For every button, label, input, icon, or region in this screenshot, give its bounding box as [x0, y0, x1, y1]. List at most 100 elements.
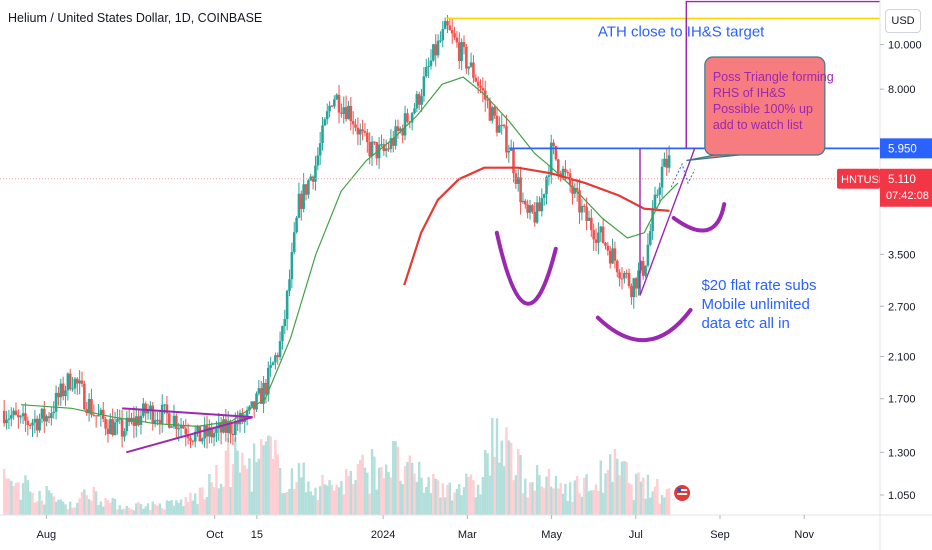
current-price-label-bg	[880, 168, 932, 207]
candle-body	[422, 76, 426, 97]
candle-body	[118, 418, 122, 420]
candle-body	[375, 142, 379, 159]
volume-bar	[644, 498, 647, 515]
volume-bar	[498, 462, 501, 515]
volume-bar	[219, 483, 223, 515]
x-tick-label: Aug	[37, 529, 57, 541]
volume-bar	[142, 508, 145, 515]
volume-bar	[507, 440, 510, 515]
volume-bar	[59, 499, 62, 515]
candle-body	[528, 205, 532, 213]
candle-body	[57, 392, 60, 398]
volume-bar	[526, 497, 529, 515]
volume-bar	[387, 472, 390, 515]
volume-bar	[552, 488, 555, 515]
candle-body	[109, 419, 112, 435]
candle-body	[561, 168, 565, 178]
candle-body	[403, 113, 407, 136]
candle-body	[505, 126, 508, 153]
candle-body	[99, 409, 103, 415]
candle-body	[106, 428, 110, 435]
countdown-label: 07:42:08	[886, 190, 929, 202]
candle-body	[212, 433, 216, 438]
y-tick-label: 3.500	[888, 249, 916, 261]
volume-bar	[260, 439, 263, 515]
candle-body	[634, 278, 638, 289]
candle-body	[245, 410, 249, 417]
x-tick-label: Sep	[710, 529, 730, 541]
candle-body	[637, 270, 640, 289]
candle-body	[90, 398, 93, 415]
volume-bar	[311, 495, 315, 515]
candle-body	[21, 413, 25, 417]
volume-bar	[172, 505, 176, 515]
volume-bar	[535, 465, 539, 515]
candle-body	[87, 398, 91, 414]
candle-body	[507, 150, 511, 153]
candle-body	[276, 355, 280, 358]
volume-bar	[179, 499, 183, 515]
volume-bar	[198, 487, 202, 515]
candle-body	[158, 419, 162, 425]
volume-bar	[575, 476, 579, 515]
volume-bar	[415, 481, 419, 515]
volume-bar	[347, 475, 350, 515]
candle-body	[653, 194, 657, 209]
volume-bar	[290, 468, 294, 515]
candle-body	[7, 418, 11, 420]
volume-bar	[276, 454, 279, 515]
candle-body	[580, 205, 584, 213]
volume-bar	[5, 478, 8, 515]
volume-bar	[618, 475, 621, 515]
candle-body	[219, 422, 223, 433]
volume-bar	[257, 458, 261, 515]
volume-bar	[83, 489, 86, 515]
candle-body	[415, 94, 419, 109]
candle-body	[373, 141, 376, 143]
candle-body	[613, 248, 617, 261]
candle-body	[450, 30, 454, 34]
callout-line: add to watch list	[713, 118, 803, 132]
volume-bar	[135, 503, 138, 515]
currency-selector[interactable]: USD	[885, 9, 921, 33]
candle-body	[540, 197, 544, 212]
volume-bar	[28, 491, 32, 515]
candle-body	[259, 388, 263, 404]
volume-bar	[495, 418, 499, 515]
candle-body	[236, 420, 239, 425]
candle-body	[71, 388, 74, 390]
candle-body	[40, 408, 44, 419]
volume-bar	[210, 482, 213, 515]
candle-body	[297, 193, 301, 218]
volume-bar	[413, 473, 416, 515]
candle-body	[24, 413, 27, 421]
candle-body	[125, 417, 129, 432]
volume-bar	[547, 468, 551, 515]
candle-body	[432, 44, 435, 61]
volume-bar	[583, 477, 586, 515]
volume-bar	[616, 458, 619, 515]
volume-bar	[71, 507, 74, 515]
candle-body	[545, 176, 548, 195]
candle-body	[54, 392, 58, 412]
volume-bar	[337, 487, 341, 515]
candle-body	[12, 410, 15, 416]
volume-bar	[45, 485, 48, 515]
volume-bar	[278, 467, 282, 515]
candle-body	[59, 383, 63, 398]
candle-body	[264, 382, 268, 395]
candle-body	[356, 127, 360, 135]
note-line: $20 flat rate subs	[701, 277, 816, 294]
candle-body	[590, 217, 593, 231]
volume-bar	[321, 474, 324, 515]
volume-bar	[69, 501, 72, 515]
candle-body	[314, 165, 317, 182]
candle-body	[257, 388, 261, 394]
volume-bar	[462, 487, 466, 515]
candle-body	[351, 121, 355, 125]
candle-body	[585, 206, 588, 221]
candle-body	[455, 37, 459, 43]
symbol-label-bg	[837, 168, 880, 189]
